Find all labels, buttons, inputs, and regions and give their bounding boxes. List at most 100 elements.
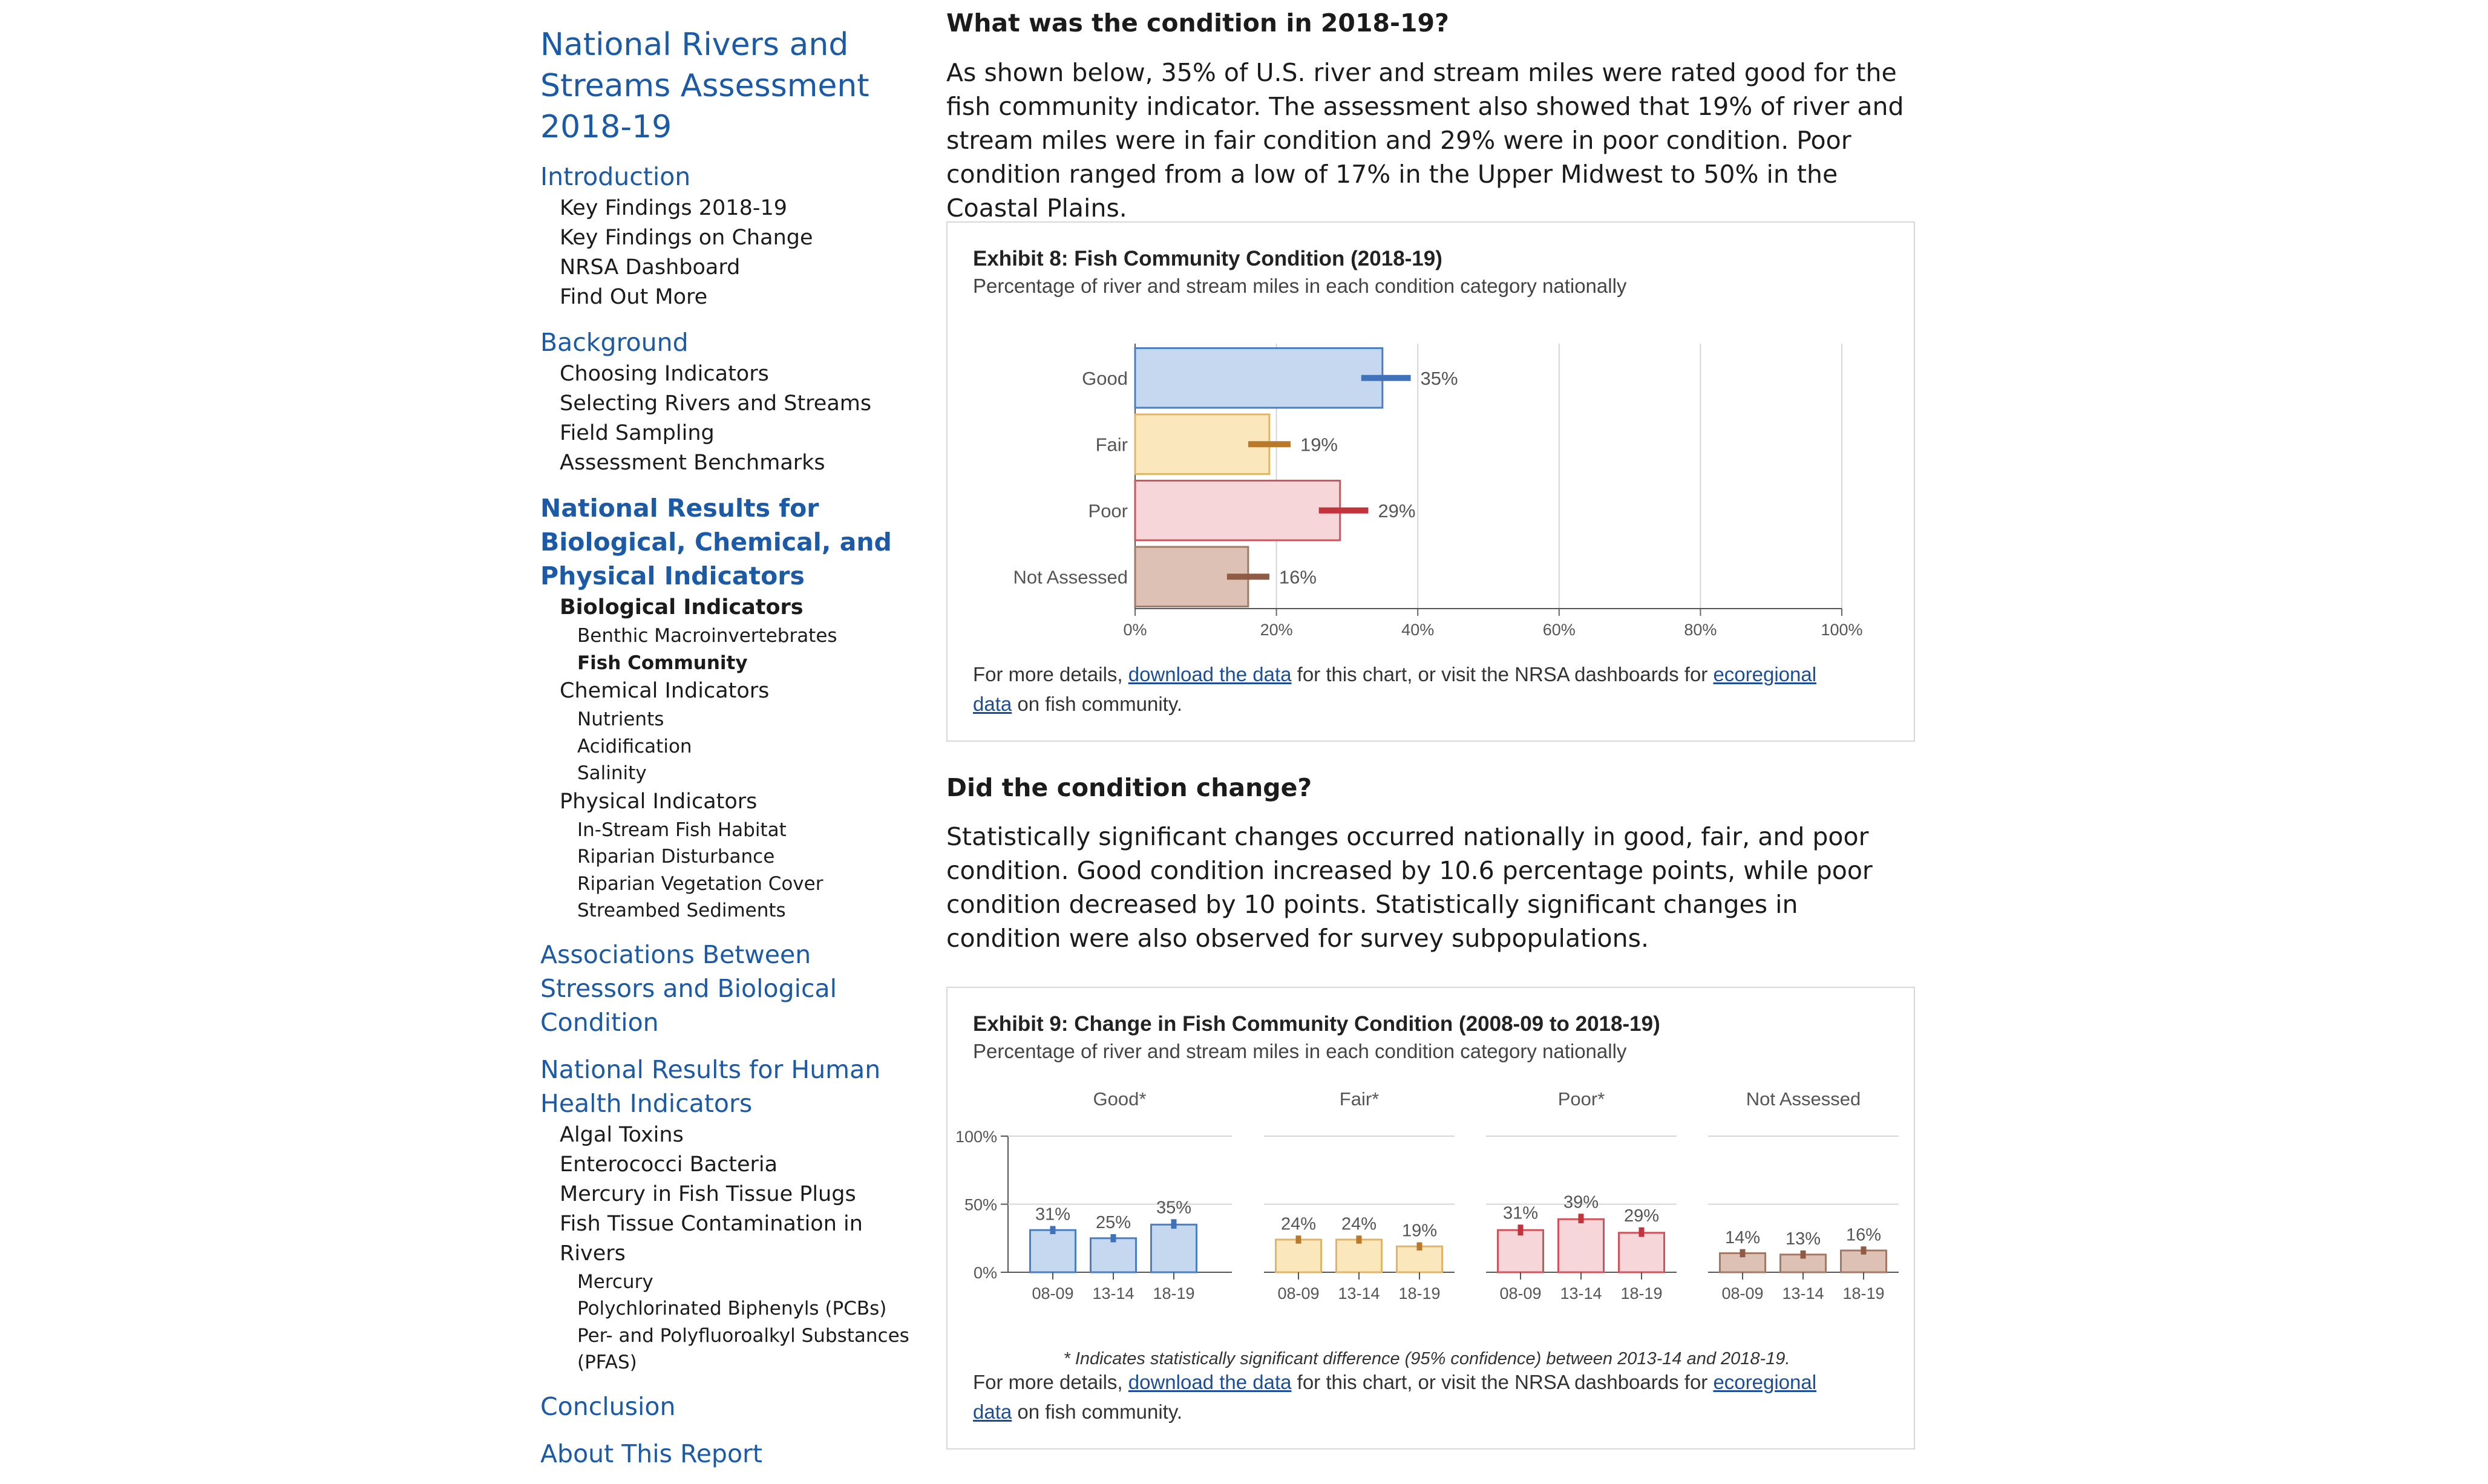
sidebar-section-link[interactable]: National Results for Biological, Chemica… — [540, 494, 892, 590]
sidebar-section-link[interactable]: National Results for Human Health Indica… — [540, 1054, 881, 1118]
sidebar-item-link[interactable]: Streambed Sediments — [577, 900, 786, 921]
bar — [1557, 1218, 1605, 1273]
data-label: 14% — [1725, 1228, 1760, 1247]
y-tick-label: 50% — [964, 1196, 997, 1214]
download-data-link[interactable]: download the data — [1128, 663, 1292, 685]
ecoregional-data-link[interactable]: ecoregional data — [973, 1371, 1816, 1423]
data-label: 31% — [1503, 1203, 1538, 1223]
sidebar-item-link[interactable]: Field Sampling — [560, 421, 715, 445]
ecoregional-data-link[interactable]: ecoregional data — [973, 663, 1816, 715]
note-text: on fish community. — [1012, 1401, 1183, 1423]
sidebar-item-link[interactable]: Chemical Indicators — [560, 679, 770, 703]
category-label: Fair — [1096, 434, 1128, 455]
x-tick-label: 13-14 — [1338, 1284, 1380, 1303]
data-label: 39% — [1563, 1192, 1599, 1212]
sidebar-item-link[interactable]: Mercury in Fish Tissue Plugs — [560, 1182, 856, 1206]
data-label: 35% — [1156, 1198, 1191, 1217]
ecoregional-link-text: ecoregional — [1713, 663, 1817, 685]
data-label: 16% — [1279, 566, 1317, 587]
sidebar-item-link[interactable]: Nutrients — [577, 708, 664, 730]
bar — [1134, 413, 1271, 476]
condition-paragraph: As shown below, 35% of U.S. river and st… — [946, 58, 1904, 223]
exhibit-9-card: Exhibit 9: Change in Fish Community Cond… — [946, 987, 1915, 1450]
x-tick-label: 13-14 — [1560, 1284, 1602, 1303]
sidebar-item-link[interactable]: Key Findings on Change — [560, 226, 813, 250]
sidebar-item-link[interactable]: Benthic Macroinvertebrates — [577, 625, 837, 647]
sidebar-item-link[interactable]: Key Findings 2018-19 — [560, 196, 788, 220]
note-text: on fish community. — [1012, 693, 1183, 715]
sidebar-item-link[interactable]: Biological Indicators — [560, 595, 804, 619]
y-tick-label: 100% — [955, 1128, 997, 1146]
panel-title: Good* — [1093, 1090, 1147, 1110]
bar — [1029, 1229, 1076, 1273]
sidebar-item-link[interactable]: Find Out More — [560, 285, 708, 309]
x-tick-label: 13-14 — [1782, 1284, 1824, 1303]
sidebar-section-link[interactable]: Introduction — [540, 162, 691, 191]
x-tick-label: 100% — [1821, 621, 1862, 639]
download-data-link[interactable]: download the data — [1128, 1371, 1292, 1393]
category-label: Good — [1082, 368, 1128, 389]
x-tick-label: 0% — [1123, 621, 1147, 639]
sidebar-item-link[interactable]: Selecting Rivers and Streams — [560, 391, 872, 416]
x-tick-label: 08-09 — [1277, 1284, 1319, 1303]
sidebar-item-link[interactable]: Assessment Benchmarks — [560, 451, 825, 475]
data-label: 13% — [1786, 1229, 1821, 1249]
sidebar-item-link[interactable]: NRSA Dashboard — [560, 255, 741, 279]
sidebar-item-link[interactable]: Algal Toxins — [560, 1122, 684, 1147]
sidebar-item-link[interactable]: Polychlorinated Biphenyls (PCBs) — [577, 1298, 887, 1319]
sidebar-group: Conclusion — [540, 1390, 928, 1424]
sidebar-item-link[interactable]: Choosing Indicators — [560, 362, 769, 386]
ecoregional-link-text-2: data — [973, 1401, 1012, 1423]
bar — [1618, 1232, 1665, 1273]
sidebar-sections: Introduction Key Findings 2018-19 Key Find… — [540, 160, 928, 1471]
data-label: 35% — [1421, 368, 1458, 389]
exhibit-8-card: Exhibit 8: Fish Community Condition (201… — [946, 221, 1915, 742]
x-tick-label: 80% — [1684, 621, 1717, 639]
sidebar-section-link[interactable]: Background — [540, 328, 689, 357]
exhibit-9-note: For more details, download the data for … — [973, 1367, 1881, 1427]
data-label: 25% — [1096, 1213, 1131, 1232]
bar — [1335, 1238, 1383, 1273]
sidebar-item-link[interactable]: Mercury — [577, 1270, 653, 1293]
panel-title: Fair* — [1340, 1090, 1379, 1110]
x-tick-label: 60% — [1543, 621, 1576, 639]
data-label: 29% — [1378, 500, 1415, 521]
sidebar-item-link[interactable]: Riparian Disturbance — [577, 846, 775, 868]
y-tick-label: 0% — [974, 1264, 997, 1282]
ecoregional-link-text: ecoregional — [1713, 1371, 1817, 1393]
condition-heading: What was the condition in 2018-19? — [946, 8, 1449, 38]
sidebar-section-link[interactable]: About This Report — [540, 1439, 762, 1468]
site-title-link[interactable]: National Rivers and Streams Assessment 2… — [540, 27, 869, 145]
note-text: For more details, — [973, 663, 1128, 685]
x-tick-label: 18-19 — [1620, 1284, 1662, 1303]
note-text: for this chart, or visit the NRSA dashbo… — [1291, 663, 1714, 685]
note-text: For more details, — [973, 1371, 1128, 1393]
sidebar-item-link[interactable]: In-Stream Fish Habitat — [577, 819, 787, 841]
exhibit-8-subtitle: Percentage of river and stream miles in … — [973, 275, 1627, 297]
sidebar-group: National Results for Biological, Chemica… — [540, 491, 928, 924]
sidebar-group: Associations Between Stressors and Biolo… — [540, 938, 928, 1039]
exhibit-8-chart: 0% 20% 40% 60% 80% 100% Good 35% Fair 19% Poor 29% N… — [1013, 344, 1863, 639]
exhibit-9-footnote: * Indicates statistically significant di… — [1063, 1349, 1790, 1368]
sidebar-item-link[interactable]: Enterococci Bacteria — [560, 1152, 778, 1177]
sidebar-item-link[interactable]: Fish Community — [577, 652, 748, 674]
exhibit-9-subtitle: Percentage of river and stream miles in … — [973, 1040, 1627, 1062]
category-label: Poor — [1088, 500, 1128, 521]
sidebar-section-link[interactable]: Associations Between Stressors and Biolo… — [540, 940, 837, 1037]
data-label: 24% — [1281, 1214, 1316, 1234]
sidebar-item-link[interactable]: Acidification — [577, 735, 692, 757]
data-label: 31% — [1035, 1205, 1070, 1224]
sidebar-item-link[interactable]: Fish Tissue Contamination in Rivers — [560, 1211, 863, 1266]
sidebar-item-link[interactable]: Physical Indicators — [560, 789, 758, 814]
x-tick-label: 13-14 — [1092, 1284, 1134, 1303]
change-heading: Did the condition change? — [946, 773, 1312, 802]
bar — [1150, 1223, 1197, 1273]
bar — [1090, 1237, 1137, 1273]
bar — [1275, 1238, 1322, 1273]
sidebar-item-link[interactable]: Salinity — [577, 762, 647, 784]
sidebar-item-link[interactable]: Per- and Polyfluoroalkyl Substances (PFA… — [577, 1324, 909, 1374]
exhibit-8-note: For more details, download the data for … — [973, 659, 1881, 719]
sidebar-section-link[interactable]: Conclusion — [540, 1391, 676, 1421]
x-tick-label: 08-09 — [1032, 1284, 1073, 1303]
sidebar-item-link[interactable]: Riparian Vegetation Cover — [577, 872, 823, 895]
